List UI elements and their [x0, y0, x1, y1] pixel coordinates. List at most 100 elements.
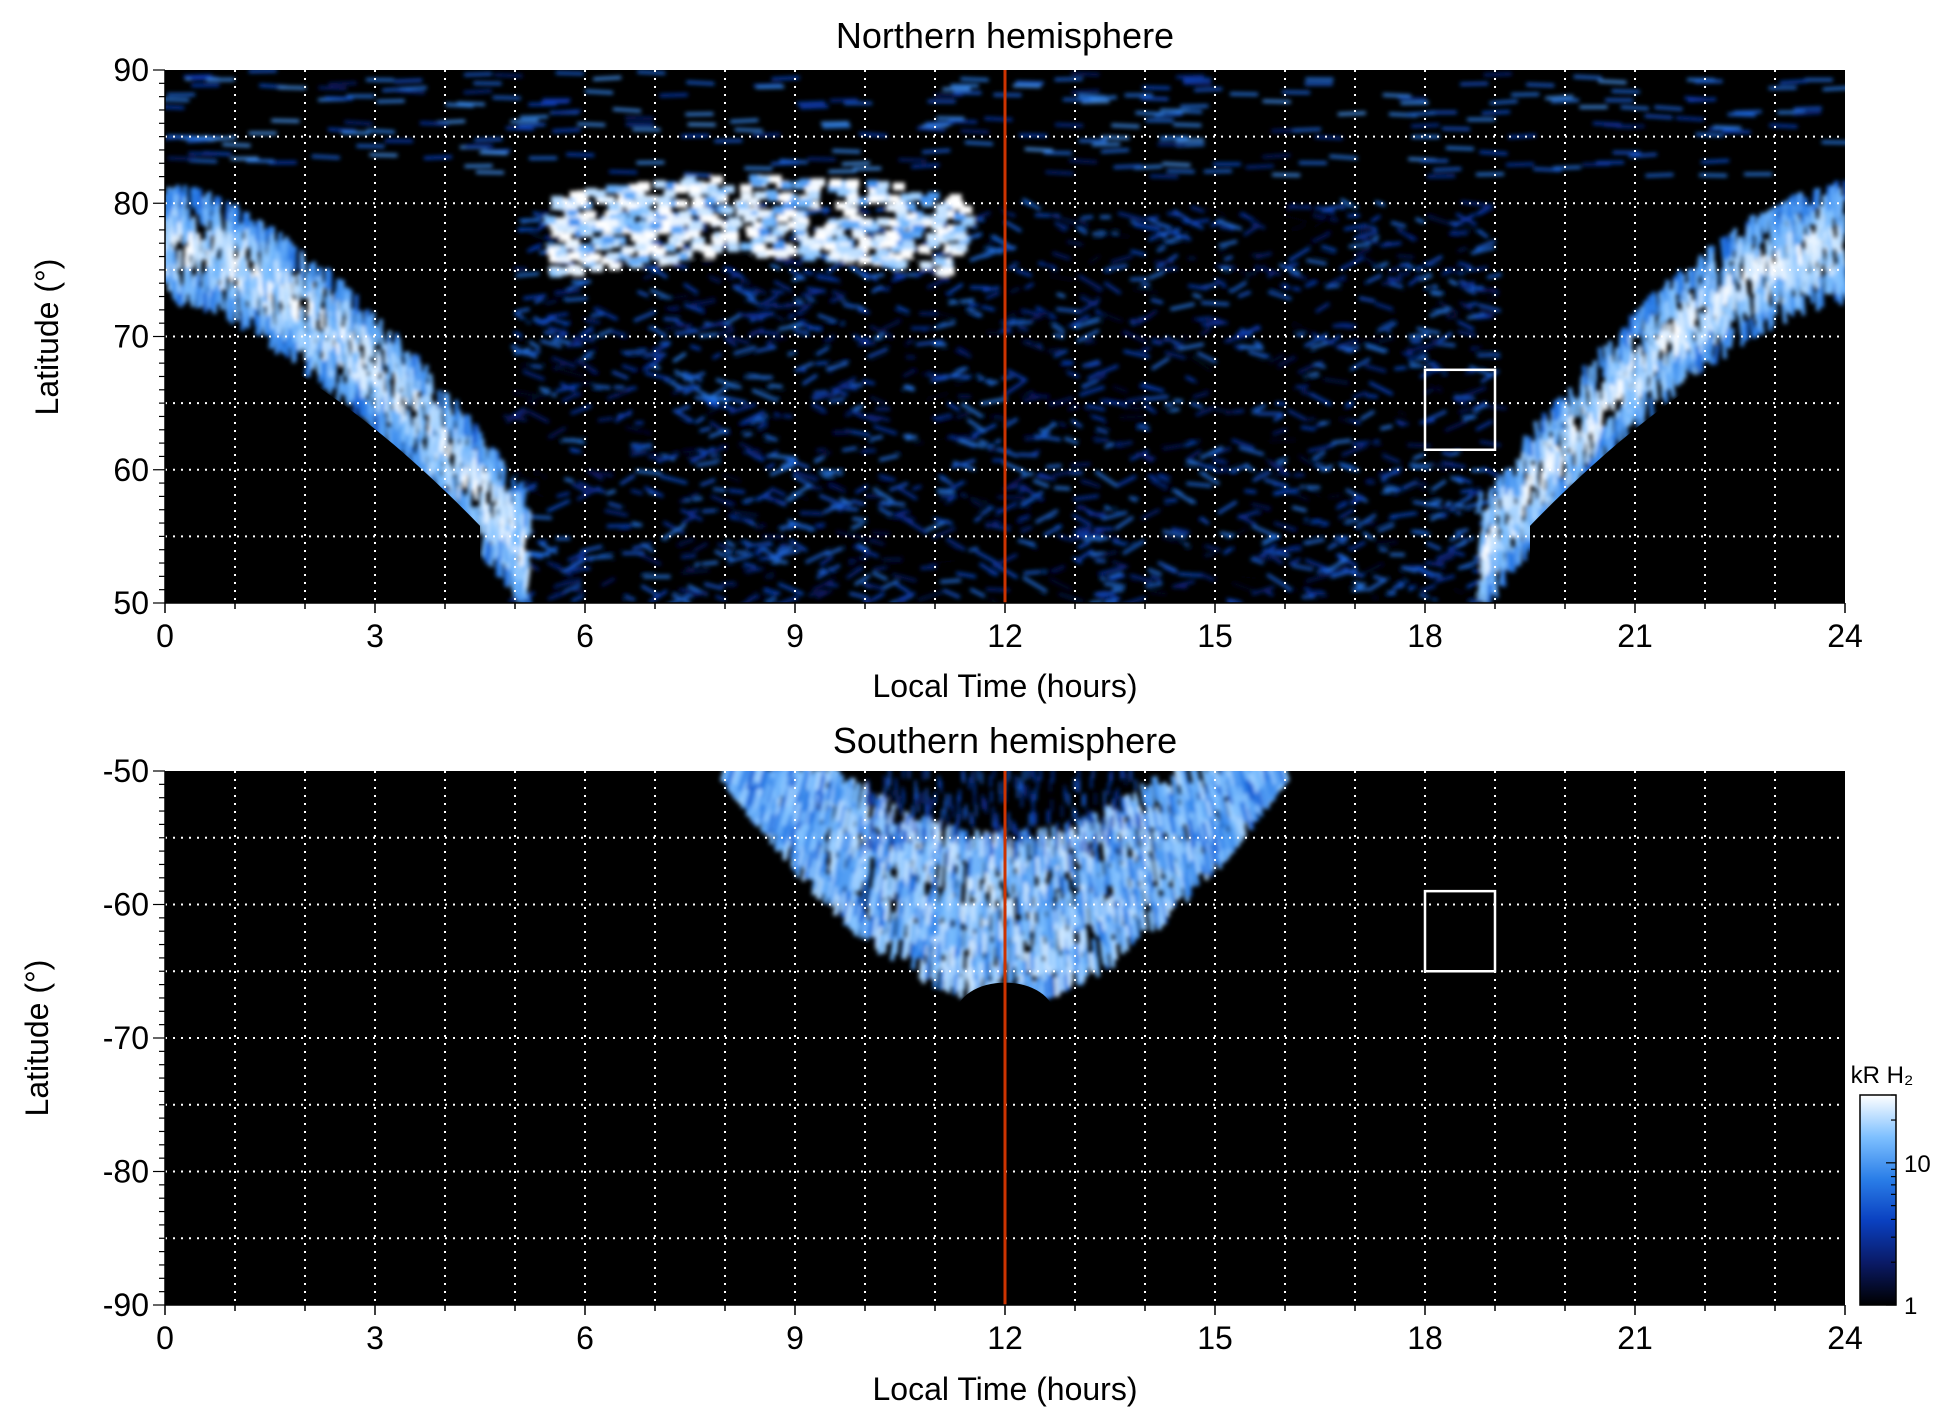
north-speckle — [543, 330, 555, 335]
north-cap-patch — [591, 236, 604, 245]
north-speckle — [1269, 461, 1291, 477]
north-oval-streak — [1804, 272, 1811, 293]
north-oval-streak — [278, 333, 286, 354]
north-speckle — [1343, 223, 1368, 231]
north-oval-streak — [202, 292, 208, 313]
north-oval-streak — [1581, 365, 1588, 386]
north-speckle — [1127, 395, 1149, 403]
north-speckle — [1088, 254, 1101, 265]
north-speckle — [679, 587, 707, 596]
north-speckle — [825, 361, 849, 371]
north-speckle — [791, 276, 804, 282]
north-oval-streak — [182, 281, 188, 302]
north-speckle — [1359, 253, 1384, 270]
north-speckle — [1413, 452, 1425, 460]
north-cap-patch — [846, 187, 859, 196]
north-oval-streak — [221, 249, 227, 270]
north-cap-patch — [585, 188, 598, 197]
north-cap-patch — [580, 201, 593, 210]
north-speckle — [547, 426, 567, 439]
north-speckle — [741, 284, 755, 290]
north-polar-streak — [1508, 133, 1537, 139]
north-oval-streak — [1485, 533, 1491, 554]
north-speckle — [613, 561, 629, 571]
north-speckle — [1475, 419, 1494, 432]
north-cap-patch — [641, 197, 654, 206]
north-cap-patch — [704, 196, 717, 205]
north-speckle — [871, 273, 885, 278]
north-oval-streak — [1514, 546, 1521, 567]
north-speckle — [739, 289, 759, 296]
north-polar-streak — [1092, 142, 1121, 147]
north-speckle — [942, 588, 961, 599]
north-speckle — [980, 219, 1007, 224]
north-cap-patch — [722, 185, 735, 194]
north-polar-streak — [1675, 116, 1705, 122]
north-cap-patch — [765, 189, 778, 198]
north-oval-streak — [1721, 338, 1727, 359]
north-polar-streak — [1054, 77, 1083, 82]
north-speckle — [1239, 344, 1264, 350]
north-speckle — [562, 438, 584, 443]
north-cap-patch — [569, 191, 582, 200]
north-speckle — [878, 474, 896, 482]
north-speckle — [696, 303, 717, 315]
north-speckle — [1290, 521, 1317, 534]
north-speckle — [1452, 383, 1473, 391]
north-polar-streak — [183, 74, 212, 79]
north-speckle — [843, 303, 856, 309]
north-oval-streak — [1836, 226, 1842, 247]
north-polar-streak — [1573, 75, 1602, 80]
north-speckle — [745, 567, 763, 573]
north-speckle — [903, 552, 916, 562]
north-speckle — [1005, 311, 1017, 320]
north-oval-streak — [1613, 347, 1620, 368]
south-panel: Southern hemisphere 0 3 6 9 12 15 18 21 24-90-80… — [19, 720, 1863, 1407]
north-speckle — [1349, 357, 1371, 372]
north-oval-streak — [1575, 443, 1583, 465]
north-speckle — [895, 582, 911, 594]
north-speckle — [848, 565, 860, 569]
north-speckle — [555, 288, 566, 293]
north-speckle — [672, 588, 698, 599]
north-speckle — [573, 588, 585, 594]
north-oval-streak — [287, 262, 293, 283]
north-speckle — [593, 384, 611, 390]
north-polar-streak — [1628, 152, 1658, 158]
north-speckle — [1049, 213, 1077, 225]
north-oval-streak — [1773, 230, 1780, 251]
north-speckle — [816, 448, 827, 453]
north-polar-streak — [1176, 74, 1205, 79]
north-speckle — [572, 336, 595, 342]
north-oval-streak — [436, 407, 443, 428]
north-speckle — [831, 289, 843, 298]
north-oval-streak — [1744, 253, 1749, 274]
north-speckle — [877, 479, 892, 485]
north-speckle — [1052, 319, 1065, 329]
north-speckle — [673, 369, 695, 384]
north-speckle — [1273, 413, 1285, 422]
north-speckle — [539, 386, 557, 398]
north-oval-streak — [365, 374, 371, 395]
north-speckle — [1162, 223, 1190, 231]
north-cap-patch — [866, 222, 879, 231]
north-polar-streak — [1194, 87, 1223, 92]
north-speckle — [659, 341, 671, 346]
north-speckle — [816, 275, 841, 283]
north-speckle — [672, 352, 687, 363]
north-speckle — [1414, 269, 1431, 278]
north-speckle — [988, 597, 1000, 603]
north-speckle — [728, 488, 745, 494]
north-oval-streak — [1565, 405, 1571, 426]
north-cap-patch — [886, 203, 899, 212]
north-speckle — [630, 444, 644, 452]
north-oval-streak — [420, 418, 427, 440]
north-speckle — [523, 294, 547, 300]
north-polar-streak — [1081, 99, 1110, 104]
north-polar-streak — [771, 76, 800, 81]
north-cap-patch — [657, 226, 670, 235]
north-cap-patch — [926, 232, 939, 241]
north-speckle — [1099, 565, 1127, 576]
north-cap-patch — [838, 245, 851, 254]
north-speckle — [786, 483, 812, 502]
